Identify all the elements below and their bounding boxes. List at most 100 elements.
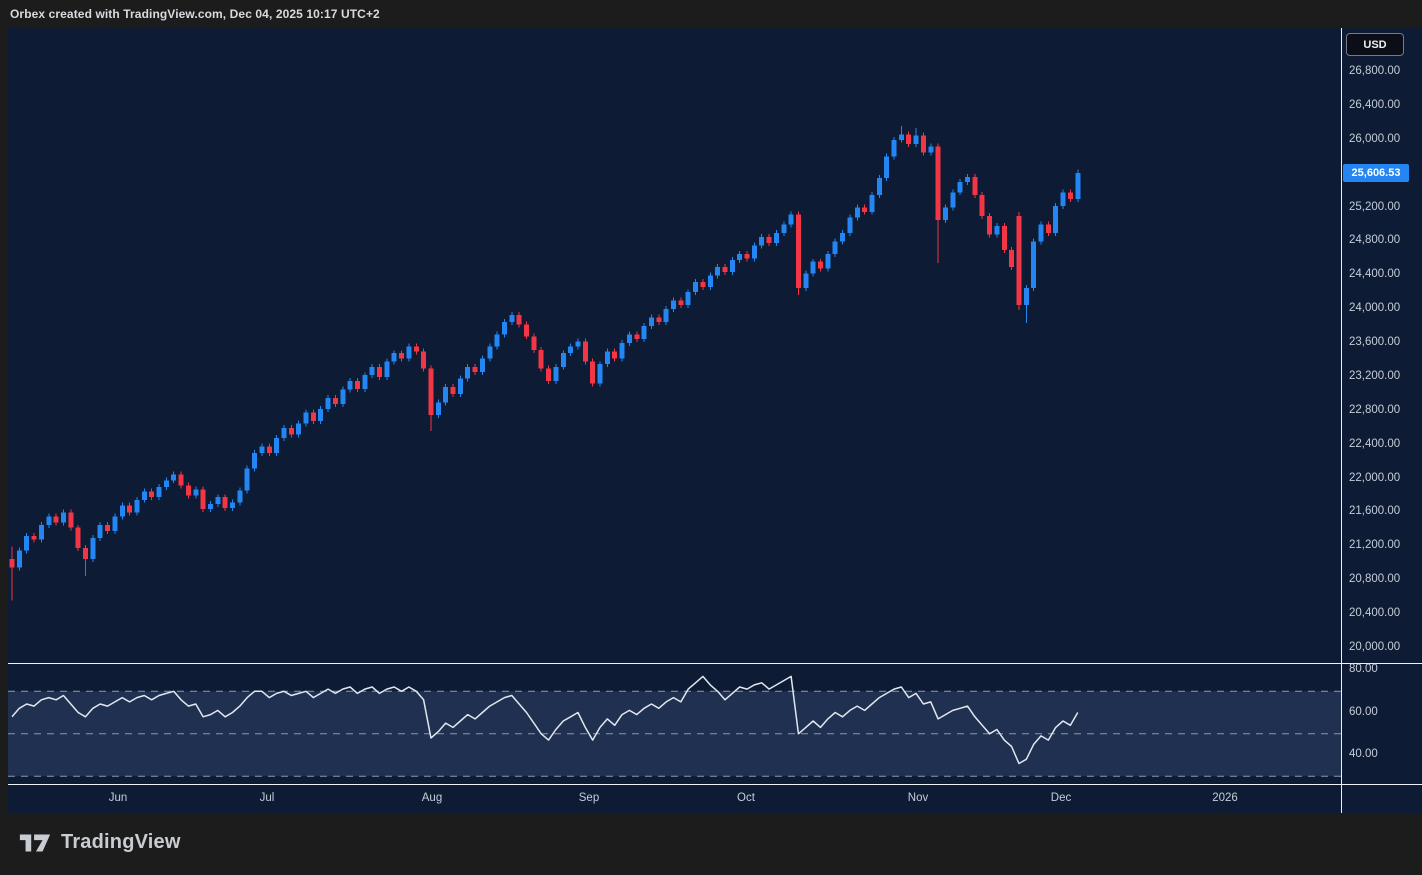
candle xyxy=(384,358,390,380)
candle xyxy=(818,258,823,272)
candle xyxy=(1023,285,1029,324)
candle xyxy=(171,471,177,484)
candle xyxy=(920,132,926,156)
candle xyxy=(450,384,456,397)
candle xyxy=(156,484,162,501)
candle xyxy=(60,509,66,526)
candle xyxy=(832,238,838,258)
candle xyxy=(244,465,250,494)
candle xyxy=(942,204,948,224)
candle xyxy=(340,386,346,408)
candle xyxy=(641,323,647,342)
price-axis-divider xyxy=(1341,28,1342,813)
candle xyxy=(766,234,772,247)
candle xyxy=(1001,223,1007,253)
candle xyxy=(538,346,544,372)
candle xyxy=(487,343,493,362)
candle xyxy=(582,338,588,365)
candle xyxy=(1060,189,1066,209)
price-tick-label: 20,000.00 xyxy=(1349,641,1401,653)
time-tick-label: Aug xyxy=(421,792,443,804)
candle xyxy=(105,522,111,535)
candle xyxy=(399,350,405,362)
candle xyxy=(443,384,449,406)
candle xyxy=(465,363,471,382)
candle xyxy=(524,321,529,340)
candle xyxy=(435,399,441,419)
time-axis-divider xyxy=(8,784,1422,785)
price-tick-label: 22,800.00 xyxy=(1349,403,1401,416)
candle xyxy=(531,333,537,353)
last-price-label: 25,606.53 xyxy=(1343,164,1409,183)
price-pane[interactable] xyxy=(8,28,1341,663)
price-tick-label: 22,400.00 xyxy=(1349,437,1401,450)
candle xyxy=(693,279,699,296)
candle xyxy=(987,213,993,238)
candle xyxy=(729,257,735,275)
attribution-text: Orbex created with TradingView.com, Dec … xyxy=(10,7,380,21)
candle xyxy=(913,127,919,147)
candle xyxy=(281,424,287,441)
candle xyxy=(207,501,213,513)
price-tick-label: 20,400.00 xyxy=(1349,607,1401,620)
candle xyxy=(575,338,581,350)
candle xyxy=(751,242,757,262)
time-tick-label: Sep xyxy=(578,792,600,804)
tradingview-logo[interactable]: TradingView xyxy=(18,831,181,854)
time-tick-label: Dec xyxy=(1050,792,1072,804)
price-axis[interactable]: USD 26,800.00 26,400.00 26,000.00 25,200.00… xyxy=(1342,28,1422,784)
candle xyxy=(9,546,15,601)
candle xyxy=(604,348,610,368)
price-tick-label: 23,600.00 xyxy=(1349,336,1401,349)
currency-button[interactable]: USD xyxy=(1346,33,1404,56)
candle xyxy=(97,522,103,541)
candle xyxy=(347,378,353,393)
candle xyxy=(810,258,816,277)
candle xyxy=(413,343,419,355)
candle xyxy=(215,494,221,507)
candle xyxy=(707,272,713,291)
candle xyxy=(31,533,37,543)
candle xyxy=(979,191,985,219)
candle xyxy=(825,251,831,272)
candle xyxy=(759,234,765,249)
candle xyxy=(553,363,559,385)
price-tick-label: 24,400.00 xyxy=(1349,268,1401,281)
candle xyxy=(928,143,934,156)
candle xyxy=(178,471,184,489)
candle xyxy=(972,174,978,198)
candle xyxy=(303,409,309,427)
time-tick-label: Jun xyxy=(108,792,128,804)
candle xyxy=(965,174,970,186)
candle xyxy=(354,378,360,392)
candle xyxy=(428,365,434,432)
candle xyxy=(1045,221,1051,236)
candle xyxy=(590,358,596,387)
candle xyxy=(957,179,963,196)
time-axis[interactable]: Jun Jul Aug Sep Oct Nov Dec 2026 xyxy=(8,785,1422,813)
candle xyxy=(472,363,478,375)
price-tick-label: 25,200.00 xyxy=(1349,200,1401,213)
candle xyxy=(318,406,324,424)
candle xyxy=(141,488,147,503)
candle xyxy=(1067,189,1073,203)
candle xyxy=(127,502,133,516)
candle xyxy=(612,348,618,362)
candle xyxy=(737,251,743,264)
candle xyxy=(685,289,691,308)
candle xyxy=(906,131,912,147)
candle xyxy=(38,522,44,543)
rsi-line xyxy=(11,675,1079,765)
rsi-pane[interactable] xyxy=(8,663,1341,784)
candle xyxy=(16,547,22,571)
candle xyxy=(369,363,375,379)
candlestick-chart xyxy=(9,126,1081,601)
chart-background xyxy=(8,28,1422,813)
candle xyxy=(1009,246,1015,270)
candle xyxy=(252,450,258,472)
candle xyxy=(516,312,522,328)
pane-divider[interactable] xyxy=(8,663,1422,664)
candle xyxy=(310,409,316,424)
candle xyxy=(773,229,779,247)
rsi-tick-label: 80.00 xyxy=(1349,663,1378,675)
